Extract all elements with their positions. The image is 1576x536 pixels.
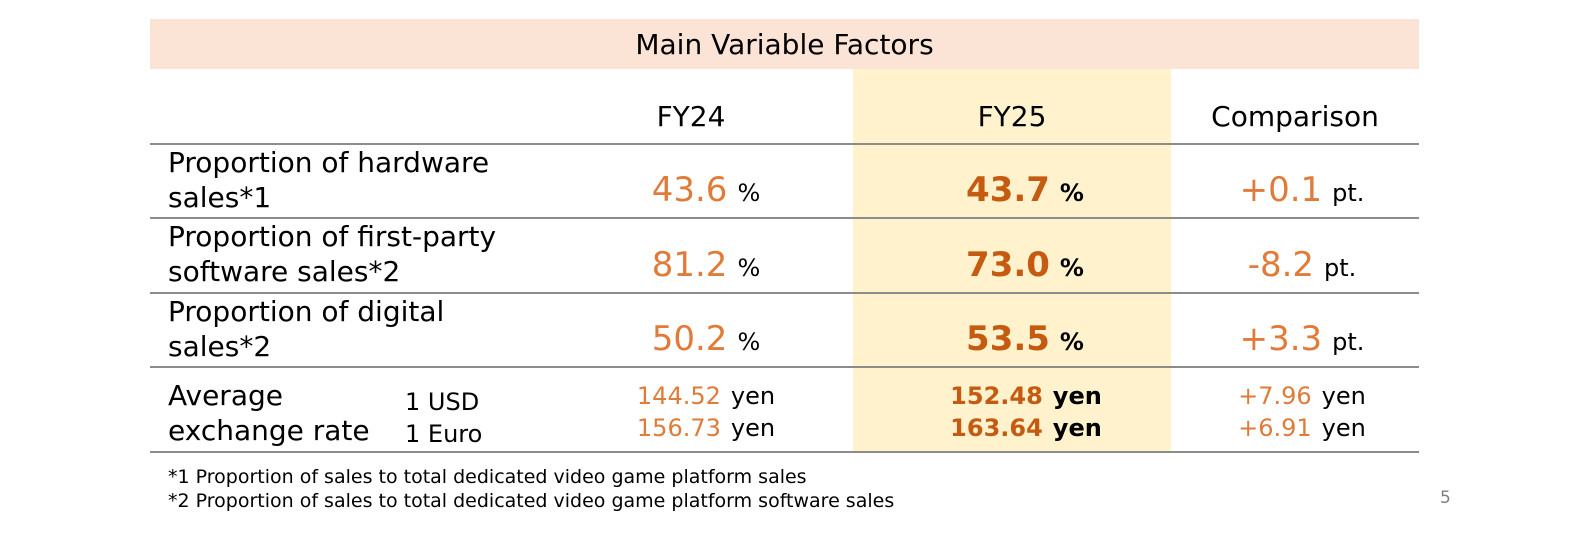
hardware-comparison-unit: pt. — [1332, 179, 1365, 207]
first-party-comparison-cell: -8.2 pt. — [1152, 245, 1452, 285]
row-label-line2: exchange rate — [168, 414, 370, 447]
footnote-2: *2 Proportion of sales to total dedicate… — [168, 490, 895, 512]
currency-label-usd: 1 USD — [405, 388, 480, 416]
usd-comparison-cell: +7.96 yen — [1152, 382, 1452, 410]
euro-fy25-unit: yen — [1052, 414, 1102, 442]
hardware-comparison-cell: +0.1 pt. — [1152, 170, 1452, 210]
usd-fy24-cell: 144.52 yen — [556, 382, 856, 410]
row-label-line1: Proportion of first-party — [168, 220, 497, 253]
row-label-line1: Average — [168, 379, 283, 412]
usd-fy24-unit: yen — [730, 382, 776, 410]
row-divider — [150, 292, 1419, 294]
column-header-fy24: FY24 — [656, 100, 726, 133]
first-party-comparison-unit: pt. — [1324, 254, 1357, 282]
digital-comparison-unit: pt. — [1332, 328, 1365, 356]
first-party-comparison-value: -8.2 — [1247, 245, 1315, 285]
currency-label-euro: 1 Euro — [405, 420, 483, 448]
digital-fy25-cell: 53.5% — [875, 319, 1175, 359]
digital-fy25-unit: % — [1059, 328, 1084, 356]
first-party-fy25-value: 73.0 — [966, 245, 1050, 285]
euro-comparison-unit: yen — [1321, 414, 1366, 442]
row-label-line2: sales*1 — [168, 181, 272, 214]
digital-fy25-value: 53.5 — [966, 319, 1050, 359]
header-divider — [150, 143, 1419, 145]
row-label-line2: software sales*2 — [168, 255, 401, 288]
hardware-fy24-unit: % — [737, 179, 761, 207]
digital-comparison-value: +3.3 — [1239, 319, 1323, 359]
row-label-line2: sales*2 — [168, 330, 272, 363]
euro-fy25-cell: 163.64 yen — [876, 414, 1176, 442]
fy25-highlight-band — [853, 69, 1171, 452]
row-label-hardware: Proportion of hardware sales*1 — [168, 145, 489, 215]
column-header-fy25: FY25 — [977, 100, 1047, 133]
usd-fy25-unit: yen — [1052, 382, 1102, 410]
first-party-fy25-unit: % — [1059, 254, 1084, 282]
column-header-comparison: Comparison — [1211, 100, 1379, 133]
row-label-first-party: Proportion of first-party software sales… — [168, 219, 496, 289]
digital-fy24-unit: % — [737, 328, 761, 356]
row-label-line1: Proportion of hardware — [168, 146, 490, 179]
digital-comparison-cell: +3.3 pt. — [1152, 319, 1452, 359]
row-label-digital: Proportion of digital sales*2 — [168, 294, 444, 364]
usd-fy25-cell: 152.48 yen — [876, 382, 1176, 410]
footnote-1: *1 Proportion of sales to total dedicate… — [168, 466, 807, 488]
table-title: Main Variable Factors — [150, 19, 1419, 69]
row-divider — [150, 366, 1419, 368]
usd-fy25-value: 152.48 — [950, 382, 1043, 410]
euro-fy24-value: 156.73 — [636, 414, 721, 442]
first-party-fy24-cell: 81.2% — [556, 245, 856, 285]
page-number: 5 — [1440, 488, 1451, 508]
table-bottom-rule — [150, 451, 1419, 453]
row-divider — [150, 217, 1419, 219]
euro-comparison-value: +6.91 — [1238, 414, 1312, 442]
euro-fy24-cell: 156.73 yen — [556, 414, 856, 442]
euro-fy24-unit: yen — [730, 414, 776, 442]
hardware-comparison-value: +0.1 — [1239, 170, 1323, 210]
hardware-fy24-cell: 43.6% — [556, 170, 856, 210]
euro-comparison-cell: +6.91 yen — [1152, 414, 1452, 442]
usd-comparison-value: +7.96 — [1238, 382, 1312, 410]
digital-fy24-value: 50.2 — [651, 319, 728, 359]
first-party-fy24-value: 81.2 — [651, 245, 728, 285]
first-party-fy24-unit: % — [737, 254, 761, 282]
usd-comparison-unit: yen — [1321, 382, 1366, 410]
usd-fy24-value: 144.52 — [636, 382, 721, 410]
hardware-fy25-cell: 43.7% — [875, 170, 1175, 210]
row-label-line1: Proportion of digital — [168, 295, 445, 328]
first-party-fy25-cell: 73.0% — [875, 245, 1175, 285]
digital-fy24-cell: 50.2% — [556, 319, 856, 359]
hardware-fy25-value: 43.7 — [966, 170, 1050, 210]
hardware-fy25-unit: % — [1059, 179, 1084, 207]
row-label-exchange-rate: Average exchange rate — [168, 378, 370, 448]
hardware-fy24-value: 43.6 — [651, 170, 728, 210]
euro-fy25-value: 163.64 — [950, 414, 1043, 442]
